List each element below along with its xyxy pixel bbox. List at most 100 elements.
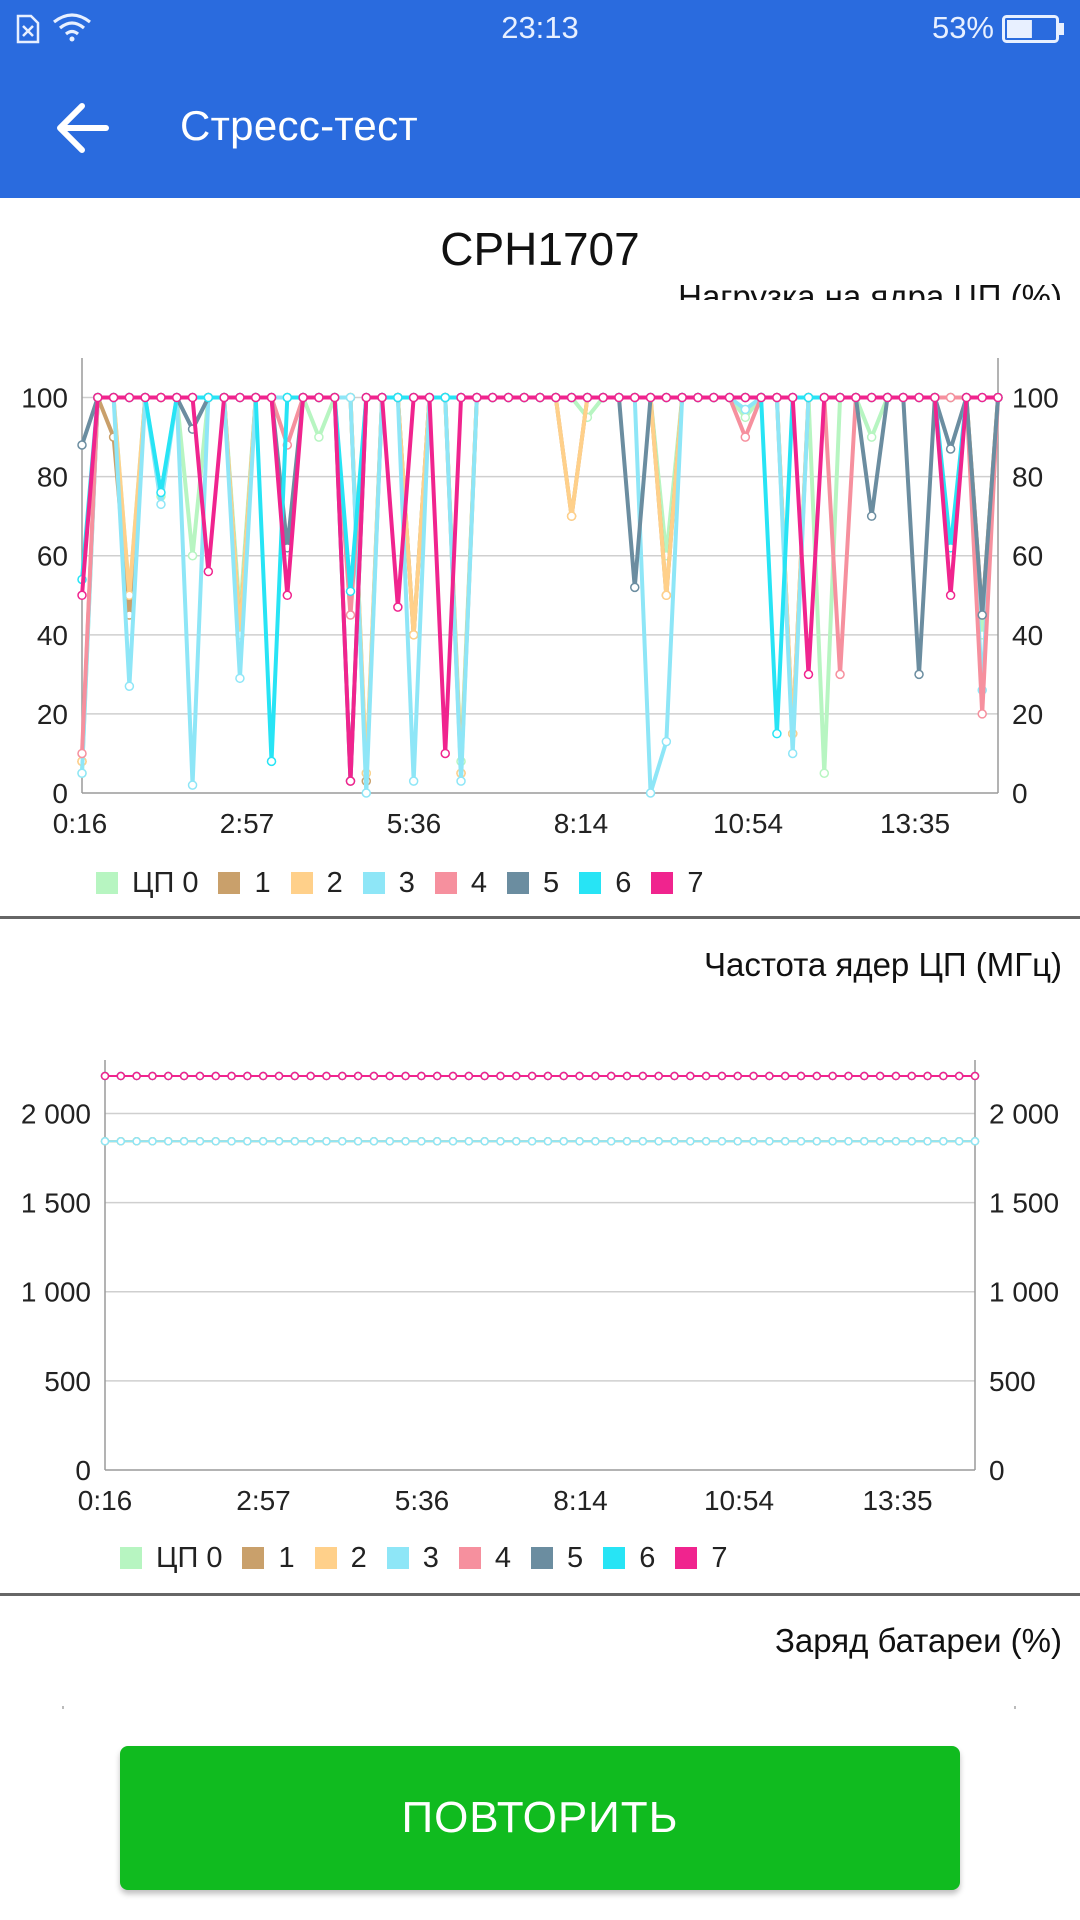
x-tick-label: 2:57 xyxy=(220,808,275,839)
data-point xyxy=(258,1071,268,1081)
data-point xyxy=(630,392,640,403)
legend-swatch xyxy=(314,1547,337,1569)
data-point xyxy=(408,630,419,640)
data-point xyxy=(875,1137,885,1146)
data-point xyxy=(559,1137,568,1146)
legend-item: 6 xyxy=(579,867,631,900)
data-point xyxy=(661,736,672,747)
legend-label: 4 xyxy=(470,866,488,899)
data-point xyxy=(211,1137,220,1146)
data-point xyxy=(345,776,356,786)
y-tick-label-right: 2 000 xyxy=(989,1098,1059,1129)
x-tick-label: 10:54 xyxy=(713,808,783,839)
data-point xyxy=(765,1137,774,1146)
y-tick-label-left: 2 000 xyxy=(21,1098,91,1129)
data-point xyxy=(417,1137,426,1146)
data-point xyxy=(954,1137,964,1146)
data-point xyxy=(527,1137,537,1146)
data-point xyxy=(677,392,687,403)
data-point xyxy=(329,392,340,403)
x-tick-label: 10:54 xyxy=(704,1485,774,1516)
data-point xyxy=(172,392,182,403)
data-point xyxy=(77,748,87,759)
data-point xyxy=(464,1137,474,1146)
legend-item: 7 xyxy=(675,1542,727,1575)
data-point xyxy=(401,1071,410,1081)
data-point xyxy=(606,1137,616,1146)
data-point xyxy=(487,392,498,403)
legend-label: 3 xyxy=(422,1541,439,1574)
data-point xyxy=(408,776,419,786)
battery-percent: 53% xyxy=(931,10,994,45)
data-point xyxy=(496,1137,505,1146)
data-point xyxy=(417,1071,426,1081)
data-point xyxy=(606,1071,616,1081)
data-point xyxy=(132,1071,141,1081)
data-point xyxy=(693,392,703,403)
data-point xyxy=(290,1071,300,1081)
data-point xyxy=(575,1137,584,1146)
data-point xyxy=(108,392,119,403)
data-point xyxy=(282,590,293,601)
data-point xyxy=(116,1137,126,1146)
data-point xyxy=(187,392,198,403)
data-point xyxy=(717,1137,727,1146)
data-point xyxy=(670,1071,679,1081)
retry-button[interactable]: ПОВТОРИТЬ xyxy=(120,1746,960,1890)
data-point xyxy=(749,1137,758,1146)
data-point xyxy=(227,1137,236,1146)
data-point xyxy=(353,1137,363,1146)
data-point xyxy=(882,392,893,403)
data-point xyxy=(645,392,656,403)
data-point xyxy=(582,392,593,403)
data-point xyxy=(638,1071,648,1081)
data-point xyxy=(369,1071,379,1081)
data-point xyxy=(866,432,877,442)
data-point xyxy=(638,1137,648,1146)
data-point xyxy=(266,392,277,403)
y-tick-label-left: 20 xyxy=(37,699,68,730)
legend-item: 3 xyxy=(362,866,415,900)
data-point xyxy=(812,1071,822,1081)
data-point xyxy=(353,1071,363,1081)
y-tick-label-right: 100 xyxy=(1012,383,1059,414)
data-point xyxy=(717,1071,727,1081)
data-point xyxy=(314,432,324,442)
data-point xyxy=(930,392,940,403)
data-point xyxy=(211,1071,220,1081)
cpu-load-chart: 0 0 20 20 40 40 60 60 80 80 100 100 0:16 2:57 5:36 8:14… xyxy=(21,358,1059,839)
data-point xyxy=(907,1137,916,1146)
data-point xyxy=(345,392,356,403)
data-point xyxy=(733,1137,742,1146)
data-point xyxy=(772,728,782,739)
legend-swatch xyxy=(531,1547,554,1569)
data-point xyxy=(812,1137,822,1146)
data-point xyxy=(519,392,529,403)
legend-swatch xyxy=(434,872,457,894)
data-point xyxy=(393,392,403,403)
data-point xyxy=(898,392,908,403)
data-point xyxy=(345,610,356,620)
y-tick-label-left: 80 xyxy=(37,462,68,493)
device-name: CPH1707 xyxy=(440,223,640,275)
legend-swatch xyxy=(362,872,385,894)
y-tick-label-left: 1 000 xyxy=(21,1277,91,1308)
data-point xyxy=(551,392,561,403)
data-point xyxy=(385,1071,394,1081)
data-point xyxy=(432,1071,442,1081)
data-point xyxy=(235,392,245,403)
y-tick-label-right: 0 xyxy=(989,1455,1005,1486)
data-point xyxy=(369,1137,379,1146)
legend-label: 6 xyxy=(639,1541,656,1574)
data-point xyxy=(819,768,830,778)
data-point xyxy=(923,1071,932,1081)
legend-label: 3 xyxy=(398,866,415,899)
page-title: Стресс-тест xyxy=(180,102,418,149)
data-point xyxy=(156,499,166,510)
data-point xyxy=(891,1137,901,1146)
data-point xyxy=(148,1137,157,1146)
data-point xyxy=(772,392,782,403)
data-point xyxy=(266,756,277,767)
legend-swatch xyxy=(579,872,602,894)
back-arrow-icon[interactable] xyxy=(52,100,112,156)
